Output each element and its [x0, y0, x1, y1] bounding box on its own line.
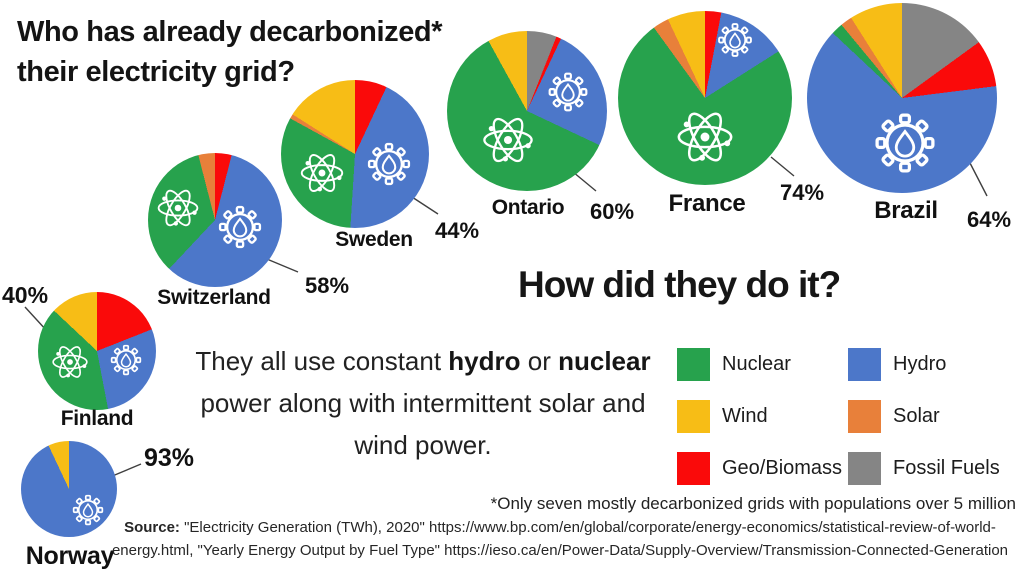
- leader-line-france: [770, 156, 795, 177]
- hydro-gear-icon: [545, 69, 591, 115]
- legend-label-solar: Solar: [893, 404, 940, 427]
- explanation-segment: They all use constant: [195, 346, 449, 376]
- legend-label-fossil-fuels: Fossil Fuels: [893, 456, 1000, 479]
- legend-label-geo-biomass: Geo/Biomass: [722, 456, 843, 479]
- percent-label-sweden: 44%: [435, 218, 480, 243]
- explanation-text: They all use constant hydro or nuclear p…: [190, 340, 656, 466]
- percent-label-norway: 93%: [144, 444, 195, 472]
- explanation-segment: power along with intermittent solar and …: [200, 388, 646, 460]
- country-label-finland: Finland: [60, 407, 134, 430]
- legend-item-wind: Wind: [677, 399, 842, 433]
- legend-item-nuclear: Nuclear: [677, 347, 842, 381]
- wind-swatch: [677, 399, 710, 433]
- country-label-ontario: Ontario: [491, 196, 565, 219]
- solar-swatch: [848, 399, 881, 433]
- subtitle: How did they do it?: [518, 264, 841, 305]
- pie-france: [618, 11, 792, 185]
- country-label-norway: Norway: [25, 542, 115, 570]
- footnote: *Only seven mostly decarbonized grids wi…: [490, 494, 1016, 513]
- hydro-gear-icon: [108, 342, 144, 378]
- percent-label-brazil: 64%: [967, 207, 1012, 232]
- nuclear-swatch: [677, 347, 710, 381]
- country-label-france: France: [668, 190, 746, 217]
- page-title: Who has already decarbonized* their elec…: [17, 12, 443, 92]
- atom-icon: [155, 185, 201, 231]
- atom-icon: [480, 112, 536, 168]
- percent-label-finland: 40%: [2, 282, 49, 308]
- source-line1: "Electricity Generation (TWh), 2020" htt…: [179, 519, 996, 536]
- page-title-line1: Who has already decarbonized*: [17, 16, 443, 48]
- fossil-fuels-swatch: [848, 451, 881, 485]
- percent-label-switzerland: 58%: [305, 273, 350, 298]
- pie-norway: [21, 441, 117, 537]
- pie-ontario: [447, 31, 607, 191]
- country-label-sweden: Sweden: [335, 228, 413, 251]
- source-label: Source:: [124, 519, 180, 536]
- explanation-bold-word: nuclear: [558, 346, 651, 376]
- pie-switzerland: [148, 153, 282, 287]
- legend-label-hydro: Hydro: [893, 352, 947, 375]
- hydro-gear-icon: [870, 108, 940, 178]
- legend-label-wind: Wind: [722, 404, 768, 427]
- legend-item-hydro: Hydro: [848, 347, 1000, 381]
- pie-brazil: [807, 3, 997, 193]
- hydro-gear-icon: [215, 202, 265, 252]
- percent-label-ontario: 60%: [590, 199, 635, 224]
- page-title-line2: their electricity grid?: [17, 56, 295, 88]
- atom-icon: [50, 342, 90, 382]
- percent-label-france: 74%: [780, 180, 825, 205]
- atom-icon: [674, 106, 736, 168]
- hydro-gear-icon: [364, 139, 414, 189]
- source-line2: energy.html, "Yearly Energy Output by Fu…: [111, 541, 1009, 559]
- legend-label-nuclear: Nuclear: [722, 352, 791, 375]
- hydro-swatch: [848, 347, 881, 381]
- leader-line-brazil: [969, 162, 988, 197]
- country-label-switzerland: Switzerland: [157, 286, 271, 309]
- geo-biomass-swatch: [677, 451, 710, 485]
- leader-line-sweden: [411, 196, 439, 215]
- legend-column-1: Nuclear Wind Geo/Biomass: [677, 347, 842, 485]
- atom-icon: [298, 149, 346, 197]
- explanation-segment: or: [520, 346, 559, 376]
- legend-item-solar: Solar: [848, 399, 1000, 433]
- legend-item-geo-biomass: Geo/Biomass: [677, 451, 842, 485]
- hydro-gear-icon: [715, 20, 755, 60]
- legend-item-fossil-fuels: Fossil Fuels: [848, 451, 1000, 485]
- pie-sweden: [281, 80, 429, 228]
- source-text: Source: "Electricity Generation (TWh), 2…: [100, 517, 1020, 562]
- legend-column-2: Hydro Solar Fossil Fuels: [848, 347, 1000, 485]
- pie-finland: [38, 292, 156, 410]
- explanation-bold-word: hydro: [448, 346, 521, 376]
- country-label-brazil: Brazil: [874, 197, 938, 224]
